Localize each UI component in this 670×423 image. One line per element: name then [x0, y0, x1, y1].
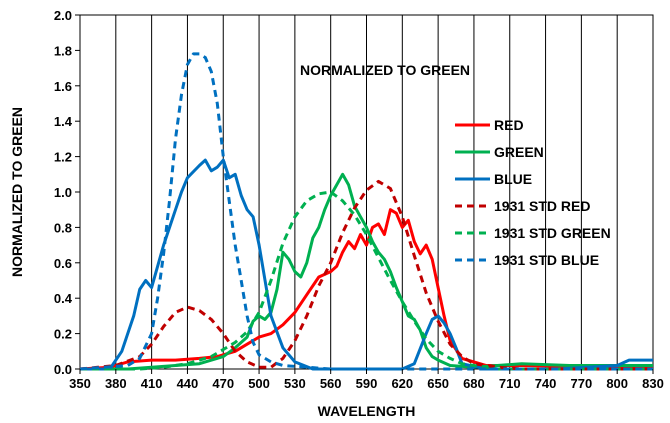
x-tick-label: 380: [105, 376, 127, 391]
x-axis-ticks: 350 380 410 440 470 500 530 560 590 620 650 680 710 7…: [69, 369, 664, 391]
legend-label-red: RED: [494, 117, 524, 133]
x-tick-label: 680: [463, 376, 485, 391]
x-tick-label: 620: [391, 376, 413, 391]
x-tick-label: 500: [248, 376, 270, 391]
y-tick-label: 0.6: [54, 256, 72, 271]
legend-label-green: GREEN: [494, 144, 544, 160]
x-tick-label: 650: [427, 376, 449, 391]
series-line-1931-std-blue: [79, 52, 653, 371]
y-axis-ticks: 0.0 0.2 0.4 0.6 0.8 1.0 1.2 1.4 1.6 1.8 2.0: [54, 8, 80, 377]
x-tick-label: 560: [320, 376, 342, 391]
x-tick-label: 590: [356, 376, 378, 391]
y-tick-label: 1.6: [54, 79, 72, 94]
legend: RED GREEN BLUE 1931 STD RED 1931 STD GREEN 19…: [455, 117, 611, 268]
y-tick-label: 1.2: [54, 150, 72, 165]
series-line-blue: [80, 158, 653, 371]
x-tick-label: 710: [499, 376, 521, 391]
x-tick-label: 530: [284, 376, 306, 391]
series-line-1931-std-red: [79, 179, 653, 371]
legend-label-1931-std-green: 1931 STD GREEN: [494, 225, 611, 241]
y-tick-label: 1.4: [54, 114, 73, 129]
chart-annotation: NORMALIZED TO GREEN: [300, 62, 470, 78]
x-tick-label: 800: [606, 376, 628, 391]
y-tick-label: 0.2: [54, 327, 72, 342]
x-tick-label: 410: [141, 376, 163, 391]
y-tick-label: 1.0: [54, 185, 72, 200]
x-tick-label: 350: [69, 376, 91, 391]
legend-label-blue: BLUE: [494, 171, 532, 187]
y-tick-label: 0.0: [54, 362, 72, 377]
x-tick-label: 470: [212, 376, 234, 391]
x-tick-label: 740: [535, 376, 557, 391]
series-layer: [79, 52, 653, 371]
y-axis-title: NORMALIZED TO GREEN: [9, 107, 25, 277]
y-tick-label: 2.0: [54, 8, 72, 23]
x-axis-title: WAVELENGTH: [318, 403, 416, 419]
legend-label-1931-std-blue: 1931 STD BLUE: [494, 252, 599, 268]
x-tick-label: 830: [642, 376, 664, 391]
series-line-1931-std-green: [80, 190, 653, 371]
legend-label-1931-std-red: 1931 STD RED: [494, 198, 590, 214]
y-tick-label: 0.4: [54, 291, 73, 306]
x-tick-label: 770: [571, 376, 593, 391]
gridlines: [115, 15, 618, 369]
x-tick-label: 440: [177, 376, 199, 391]
y-tick-label: 1.8: [54, 43, 72, 58]
y-tick-label: 0.8: [54, 220, 72, 235]
